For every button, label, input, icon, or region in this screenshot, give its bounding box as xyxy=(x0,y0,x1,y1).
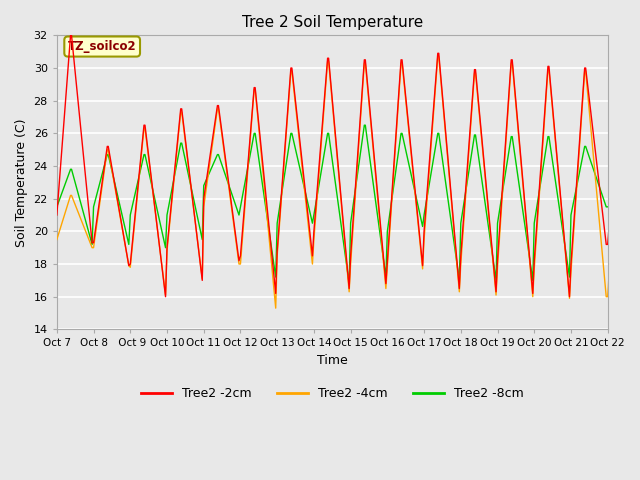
Text: TZ_soilco2: TZ_soilco2 xyxy=(68,40,136,53)
Title: Tree 2 Soil Temperature: Tree 2 Soil Temperature xyxy=(242,15,423,30)
Y-axis label: Soil Temperature (C): Soil Temperature (C) xyxy=(15,118,28,247)
Legend: Tree2 -2cm, Tree2 -4cm, Tree2 -8cm: Tree2 -2cm, Tree2 -4cm, Tree2 -8cm xyxy=(136,383,529,406)
X-axis label: Time: Time xyxy=(317,354,348,367)
